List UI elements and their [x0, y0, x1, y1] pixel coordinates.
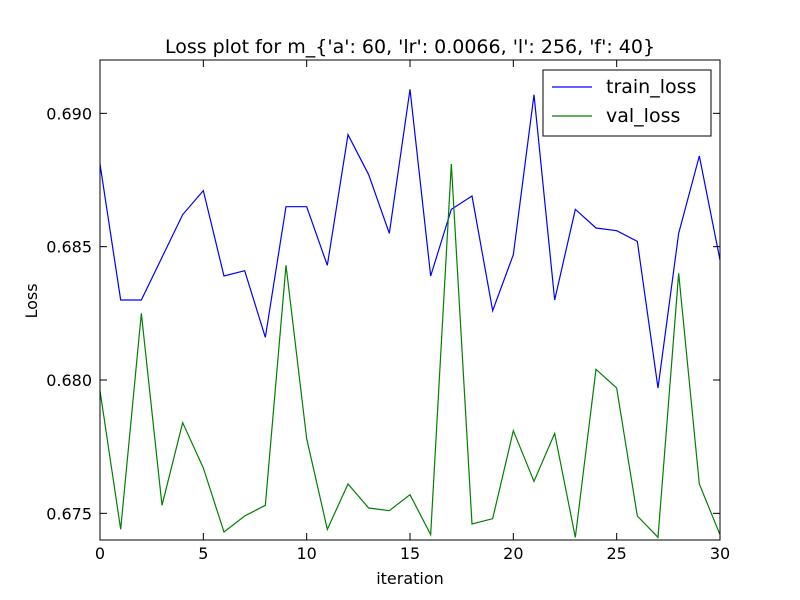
plot-area: 0 5 10 15 20 25 30 0.675 0.680 0.685 0.690 — [46, 59, 730, 563]
y-tick-label: 0.685 — [46, 238, 92, 257]
series-line-val-loss — [100, 163, 720, 539]
y-axis-label: Loss — [22, 283, 41, 318]
x-axis-label: iteration — [376, 569, 444, 588]
chart-title: Loss plot for m_{'a': 60, 'lr': 0.0066, … — [165, 36, 655, 58]
y-tick-label: 0.675 — [46, 504, 92, 523]
series-line-train-loss — [100, 89, 720, 389]
y-tick-label: 0.680 — [46, 371, 92, 390]
x-tick-label: 25 — [606, 544, 626, 563]
x-tick-label: 20 — [503, 544, 523, 563]
x-tick-label: 10 — [296, 544, 316, 563]
x-tick-label: 30 — [710, 544, 730, 563]
legend-label-val-loss: val_loss — [606, 105, 680, 127]
x-tick-label: 5 — [198, 544, 208, 563]
x-tick-label: 15 — [400, 544, 420, 563]
x-tick-label: 0 — [95, 544, 105, 563]
y-tick-label: 0.690 — [46, 104, 92, 123]
legend-box — [542, 69, 712, 137]
series-group — [100, 89, 720, 539]
legend-label-train-loss: train_loss — [606, 76, 696, 98]
legend: train_loss val_loss — [542, 69, 712, 137]
